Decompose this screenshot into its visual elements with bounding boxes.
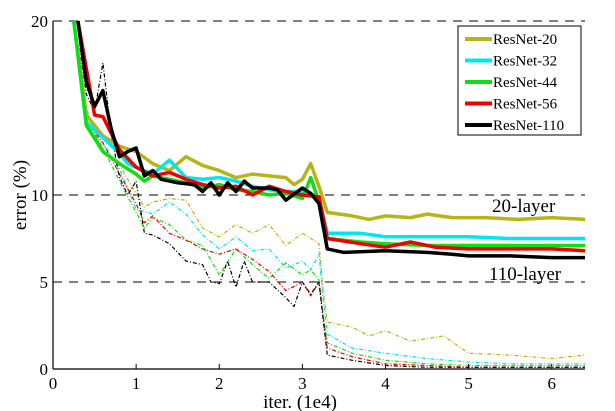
tick-labels: 0 5 10 20 0 1 2 3 4 5 6 [31, 12, 556, 393]
x-axis-label: iter. (1e4) [263, 392, 337, 411]
axes [52, 20, 585, 370]
y-tick-label: 20 [31, 12, 48, 31]
y-tick-label: 10 [31, 186, 48, 205]
x-tick-label: 2 [215, 374, 224, 393]
legend-label: ResNet-56 [493, 97, 558, 113]
x-tick-label: 3 [298, 374, 307, 393]
grid-lines [53, 20, 585, 283]
series-group [72, 20, 586, 368]
test-series-line-4 [76, 20, 585, 260]
x-tick-label: 1 [132, 374, 141, 393]
x-tick-label: 4 [381, 374, 390, 393]
y-axis-label: error (%) [10, 160, 31, 230]
legend-label: ResNet-32 [493, 54, 557, 70]
train-series-line-8 [77, 20, 585, 368]
test-series-line-0 [72, 20, 586, 222]
x-tick-label: 0 [49, 374, 58, 393]
x-tick-label: 5 [464, 374, 473, 393]
y-tick-label: 5 [40, 273, 49, 292]
annotation-110-layer: 110-layer [489, 264, 562, 285]
legend-label: ResNet-110 [493, 118, 564, 134]
y-tick-label: 0 [40, 360, 49, 379]
legend-label: ResNet-44 [493, 75, 558, 91]
train-series-line-9 [77, 20, 585, 368]
legend: ResNet-20 ResNet-32 ResNet-44 ResNet-56 ResN… [457, 25, 582, 136]
train-series-line-5 [77, 20, 586, 360]
train-series-line-7 [77, 20, 585, 367]
annotation-20-layer: 20-layer [492, 196, 556, 217]
legend-label: ResNet-20 [493, 32, 557, 48]
x-tick-label: 6 [548, 374, 557, 393]
train-series-line-6 [77, 20, 585, 365]
